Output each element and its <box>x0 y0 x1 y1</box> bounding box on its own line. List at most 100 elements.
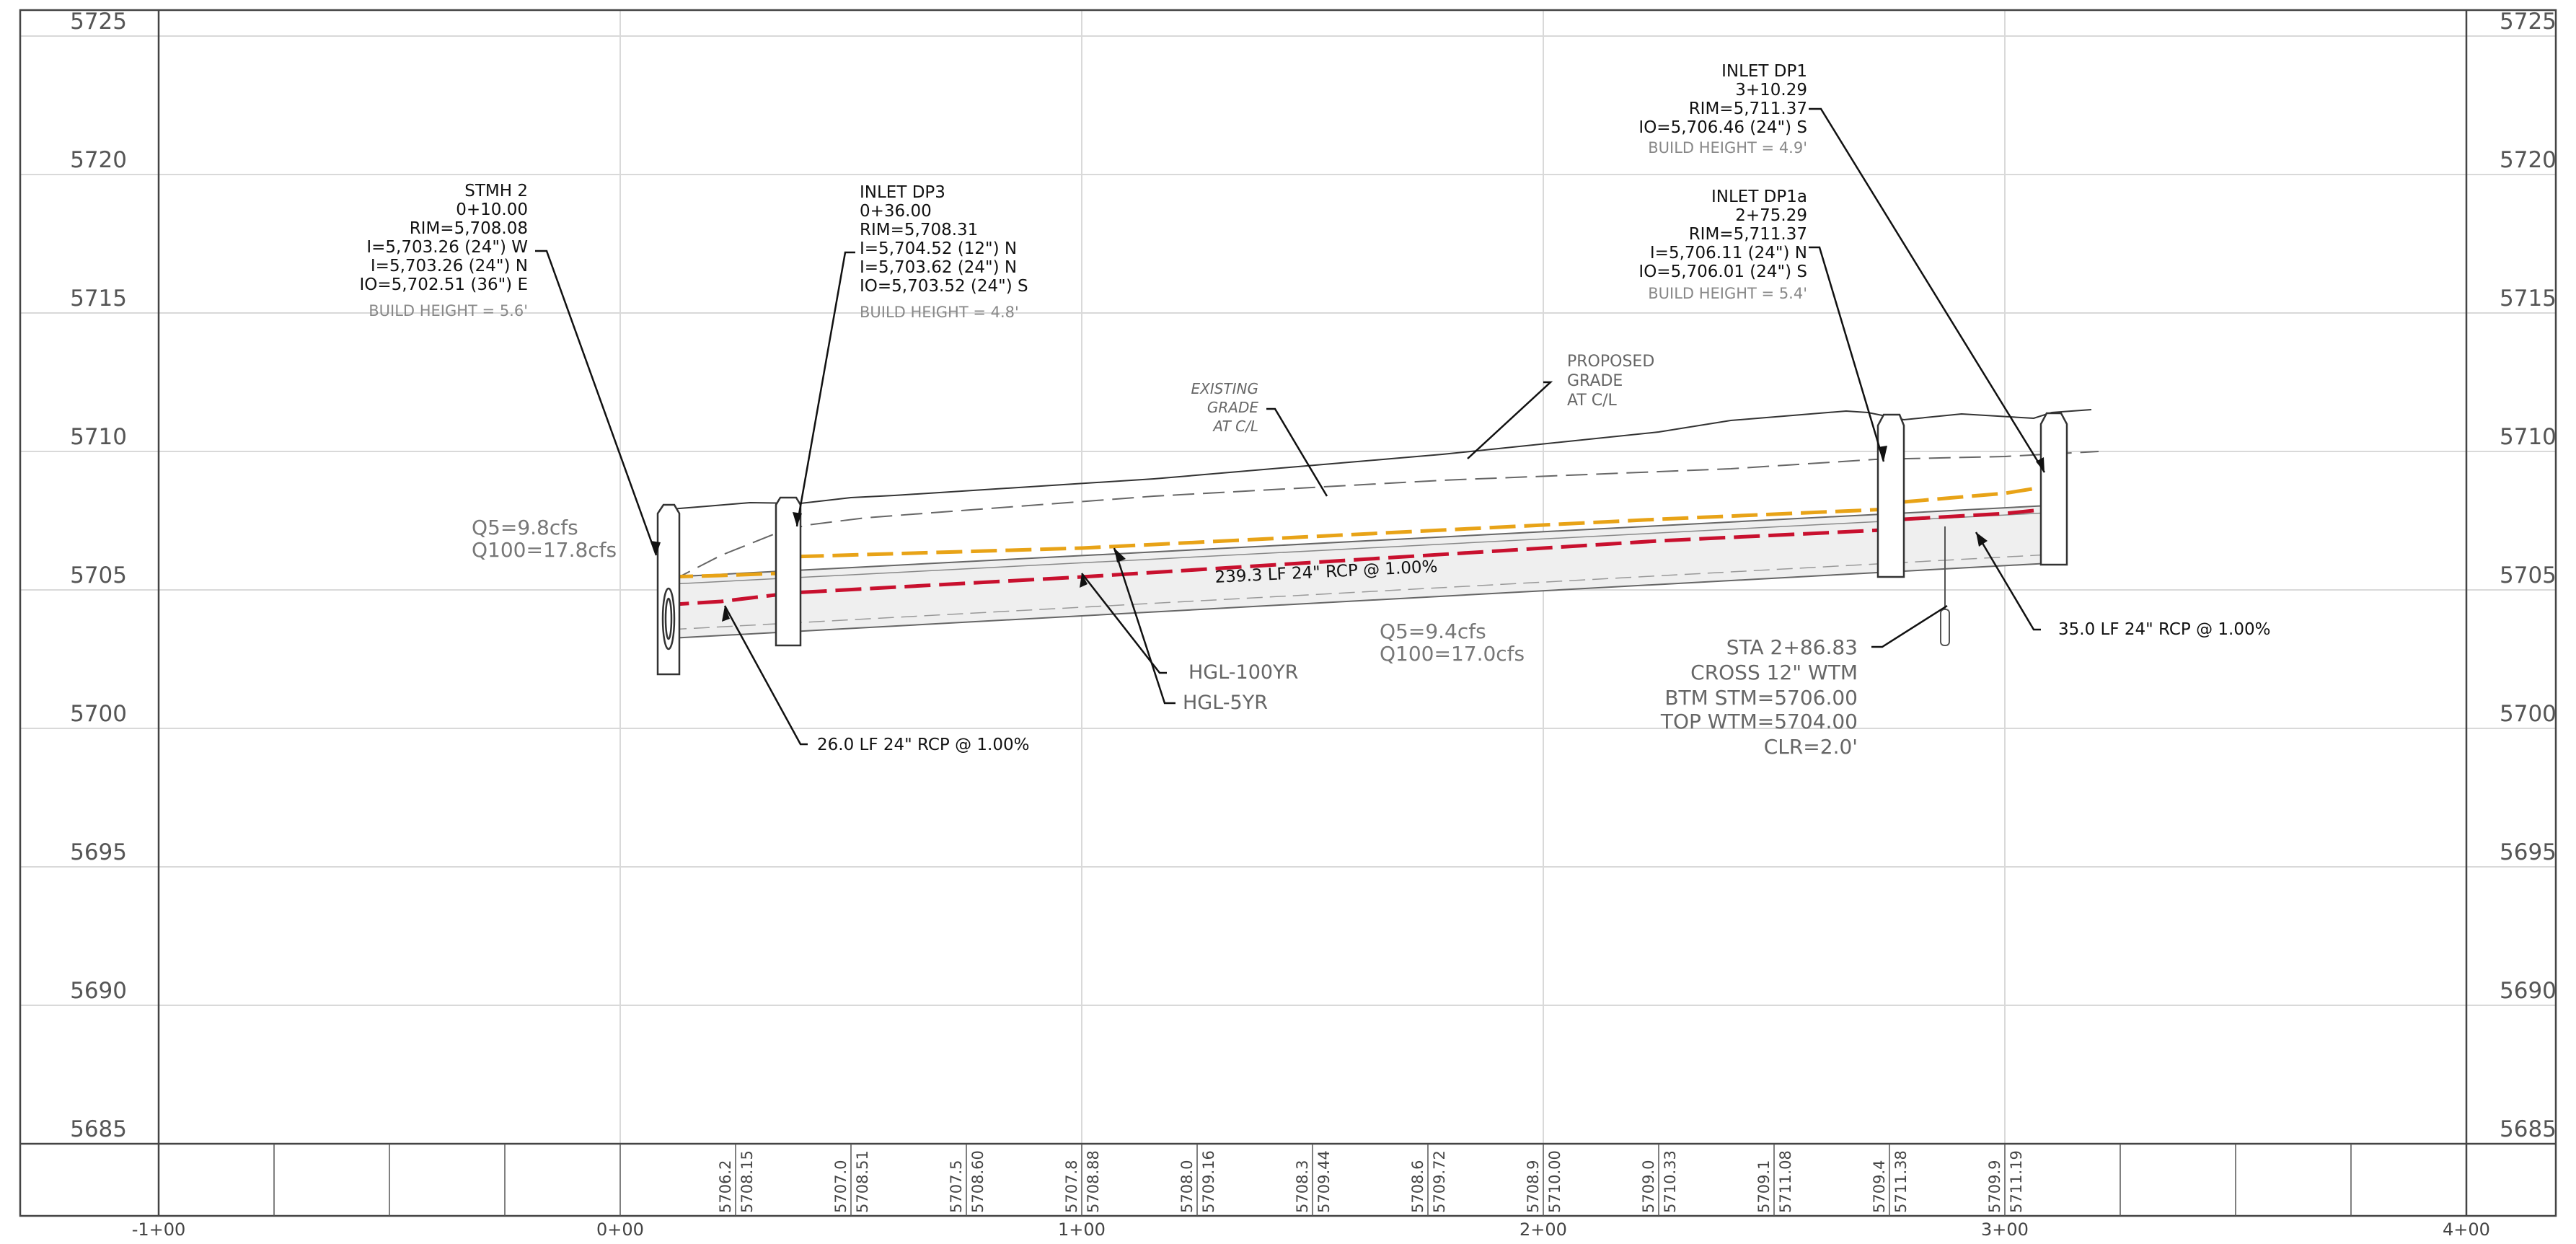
water-main-crossing-note: STA 2+86.83 CROSS 12" WTM BTM STM=5706.0… <box>1660 635 1858 759</box>
elevation-labels-left: 5725 5720 5715 5710 5705 5700 5695 5690 … <box>70 9 127 1142</box>
table-dividers <box>273 1144 2352 1216</box>
structure-dp1a <box>1876 413 1905 578</box>
station-label: 4+00 <box>2443 1219 2490 1240</box>
flow-note-left: Q5=9.8cfs Q100=17.8cfs <box>472 516 617 562</box>
callout-line: INLET DP1 <box>1721 62 1807 81</box>
hgl-5yr-line <box>666 498 2063 614</box>
proposed-grade-value: 5708.60 <box>969 1150 987 1213</box>
pipe-top-line <box>670 504 2063 578</box>
build-height: BUILD HEIGHT = 5.6' <box>369 302 528 319</box>
note-line: AT C/L <box>1212 418 1258 435</box>
callout-line: I=5,706.11 (24") N <box>1650 244 1807 263</box>
existing-grade-value: 5707.5 <box>948 1160 965 1213</box>
note-line: CROSS 12" WTM <box>1690 661 1858 684</box>
elevation-label: 5725 <box>70 9 127 35</box>
callout-line: IO=5,702.51 (36") E <box>359 275 528 294</box>
grade-table: 5706.2 5708.15 5707.0 5708.51 5707.5 570… <box>717 1150 2025 1213</box>
hgl-100yr-label: HGL-100YR <box>1188 661 1298 684</box>
station-label: 1+00 <box>1058 1219 1106 1240</box>
water-main-crossing-symbol <box>1940 526 1950 646</box>
callout-line: IO=5,706.46 (24") S <box>1638 118 1807 137</box>
elevation-label: 5685 <box>2500 1116 2557 1142</box>
callout-line: RIM=5,711.37 <box>1689 225 1807 244</box>
proposed-grade-value: 5708.88 <box>1085 1150 1102 1213</box>
leader-lines <box>535 107 2046 746</box>
note-line: TOP WTM=5704.00 <box>1660 710 1858 733</box>
existing-grade-value: 5707.0 <box>832 1160 850 1213</box>
note-line: CLR=2.0' <box>1764 735 1858 759</box>
elevation-label: 5715 <box>2500 286 2557 312</box>
pipe-bottom-line-2 <box>670 553 2063 630</box>
callout-line: I=5,703.26 (24") N <box>371 257 528 275</box>
note-line: EXISTING <box>1191 380 1258 397</box>
proposed-grade-value: 5709.72 <box>1431 1150 1448 1213</box>
station-label: 0+00 <box>596 1219 644 1240</box>
station-label: -1+00 <box>132 1219 186 1240</box>
elevation-label: 5720 <box>70 147 127 173</box>
structure-dp3 <box>775 496 802 647</box>
note-line: GRADE <box>1207 399 1258 416</box>
callout-line: RIM=5,708.31 <box>860 221 978 239</box>
existing-grade-value: 5707.8 <box>1063 1160 1080 1213</box>
existing-grade-value: 5709.0 <box>1640 1160 1657 1213</box>
note-line: STA 2+86.83 <box>1726 635 1858 659</box>
callout-dp3: INLET DP3 0+36.00 RIM=5,708.31 I=5,704.5… <box>860 183 1028 321</box>
existing-grade-value: 5708.3 <box>1294 1160 1311 1213</box>
callout-line: I=5,703.62 (24") N <box>860 258 1017 277</box>
note-line: Q100=17.0cfs <box>1380 642 1525 666</box>
build-height: BUILD HEIGHT = 5.4' <box>1648 285 1807 302</box>
pipe-label-left: 26.0 LF 24" RCP @ 1.00% <box>817 736 1030 754</box>
build-height: BUILD HEIGHT = 4.8' <box>860 304 1019 321</box>
existing-grade-value: 5709.9 <box>1986 1160 2003 1213</box>
elevation-label: 5700 <box>70 701 127 727</box>
elevation-label: 5715 <box>70 286 127 312</box>
proposed-grade-value: 5708.15 <box>738 1150 756 1213</box>
existing-grade-value: 5708.9 <box>1525 1160 1542 1213</box>
station-labels: -1+00 0+00 1+00 2+00 3+00 4+00 <box>132 1219 2490 1240</box>
callout-line: INLET DP3 <box>860 183 945 202</box>
existing-grade-value: 5708.6 <box>1409 1160 1426 1213</box>
proposed-grade-value: 5710.33 <box>1662 1150 1679 1213</box>
structure-dp1 <box>2039 412 2068 566</box>
elevation-label: 5725 <box>2500 9 2557 35</box>
note-line: PROPOSED <box>1567 353 1654 371</box>
elevation-label: 5695 <box>2500 839 2557 865</box>
callout-line: I=5,704.52 (12") N <box>860 239 1017 258</box>
note-line: Q5=9.8cfs <box>472 516 578 539</box>
existing-grade-value: 5709.4 <box>1871 1160 1888 1213</box>
elevation-label: 5710 <box>70 424 127 450</box>
leader-arrows <box>650 446 2045 622</box>
station-label: 2+00 <box>1519 1219 1567 1240</box>
existing-grade-value: 5708.0 <box>1178 1160 1196 1213</box>
elevation-label: 5705 <box>70 563 127 588</box>
proposed-grade-value: 5711.19 <box>2008 1150 2025 1213</box>
elevation-label: 5695 <box>70 839 127 865</box>
callout-line: IO=5,703.52 (24") S <box>860 277 1028 296</box>
callout-line: STMH 2 <box>464 182 528 200</box>
callout-line: 3+10.29 <box>1735 81 1807 100</box>
structure-stmh2 <box>656 503 681 676</box>
proposed-grade-line <box>670 451 2099 582</box>
proposed-grade-value: 5708.51 <box>854 1150 871 1213</box>
elevation-label: 5690 <box>2500 978 2557 1004</box>
callout-line: RIM=5,708.08 <box>410 219 528 238</box>
elevation-labels-right: 5725 5720 5715 5710 5705 5700 5695 5690 … <box>2500 9 2557 1142</box>
callout-line: RIM=5,711.37 <box>1689 100 1807 118</box>
note-line: AT C/L <box>1567 392 1618 410</box>
callout-line: 0+36.00 <box>860 202 932 221</box>
pipe-label-right: 35.0 LF 24" RCP @ 1.00% <box>2058 620 2271 639</box>
hgl-5yr-label: HGL-5YR <box>1183 692 1268 714</box>
proposed-grade-value: 5711.38 <box>1892 1150 1910 1213</box>
elevation-label: 5705 <box>2500 563 2557 588</box>
pipe-bottom-line <box>670 562 2063 639</box>
callout-line: I=5,703.26 (24") W <box>366 238 528 257</box>
hgl-100yr-line <box>666 480 2056 579</box>
callout-line: INLET DP1a <box>1711 188 1807 206</box>
elevation-label: 5685 <box>70 1116 127 1142</box>
build-height: BUILD HEIGHT = 4.9' <box>1648 139 1807 156</box>
proposed-grade-note: PROPOSED GRADE AT C/L <box>1567 353 1654 410</box>
proposed-grade-value: 5709.16 <box>1200 1150 1217 1213</box>
callout-line: 2+75.29 <box>1735 206 1807 225</box>
callout-stmh2: STMH 2 0+10.00 RIM=5,708.08 I=5,703.26 (… <box>359 182 528 319</box>
